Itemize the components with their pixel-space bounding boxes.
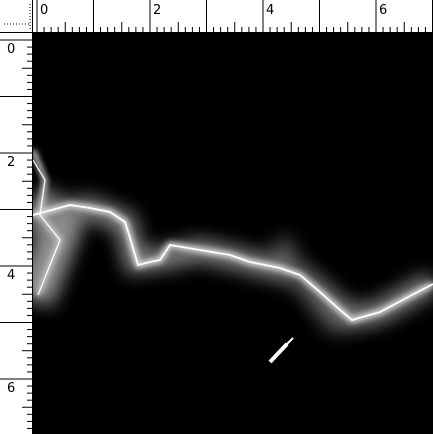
eyedropper-cursor [268, 337, 294, 364]
top-ruler-label: 2 [153, 3, 161, 18]
ruler-origin [4, 4, 31, 30]
top-ruler-label: 6 [379, 3, 387, 18]
lightning-branch [33, 159, 61, 296]
top-ruler-label: 4 [266, 3, 274, 18]
image-background [33, 33, 433, 434]
left-ruler-label: 4 [7, 268, 15, 283]
image [33, 33, 433, 434]
lightning-core [33, 204, 433, 321]
left-ruler-label: 0 [7, 42, 15, 57]
left-ruler-label: 2 [7, 155, 15, 170]
left-ruler-label: 6 [7, 381, 15, 396]
top-ruler-label: 0 [40, 3, 48, 18]
